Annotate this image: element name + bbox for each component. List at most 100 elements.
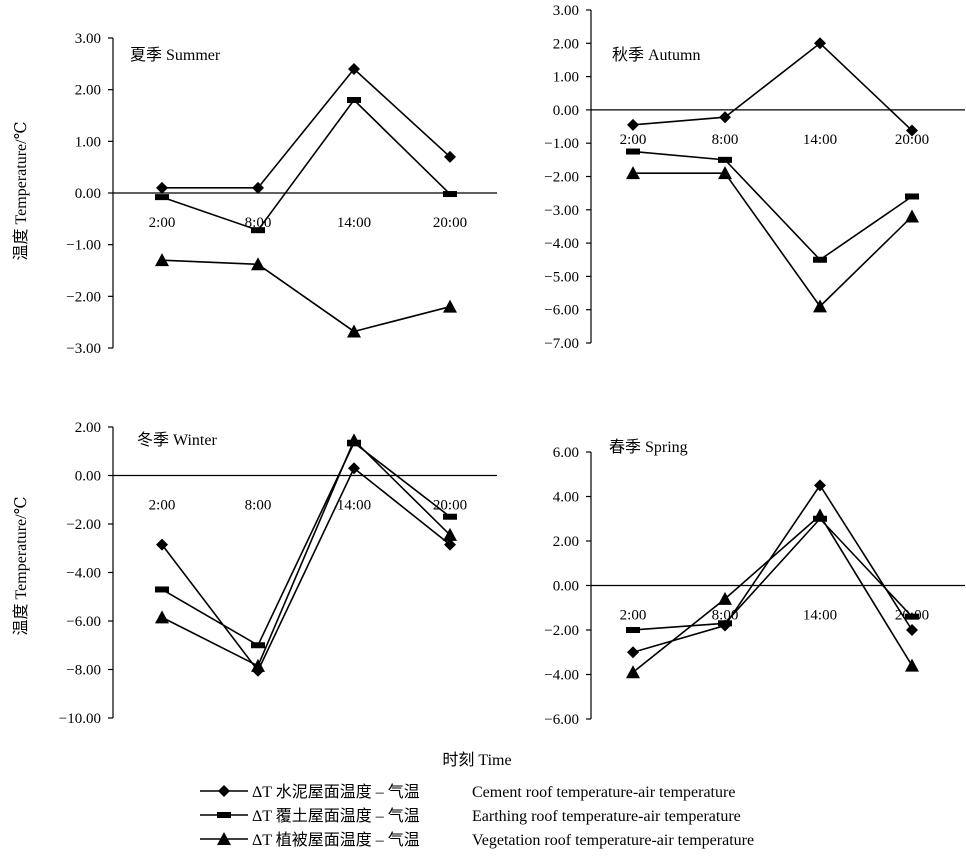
y-tick-label-autumn: 3.00: [553, 3, 579, 19]
series-line-vegetation-winter: [161, 438, 451, 667]
x-tick-label-autumn: 2:00: [620, 132, 647, 148]
y-tick-label-autumn: 0.00: [553, 103, 579, 119]
vegetation-winter-triangle-point: [443, 527, 457, 541]
y-axis-title-top: 温度 Temperature/℃: [12, 122, 30, 261]
earthing-winter-bar-point: [443, 513, 457, 520]
x-tick-label-winter: 2:00: [149, 498, 176, 514]
legend-item-vegetation: ΔT 植被屋面温度 – 气温 Vegetation roof temperatu…: [200, 831, 754, 849]
y-tick-label-winter: −6.00: [66, 614, 101, 630]
earthing-summer-bar-point: [251, 227, 265, 234]
vegetation-autumn-triangle-point: [905, 209, 919, 223]
series-line-earthing-spring: [632, 517, 913, 631]
cement-spring-diamond-point: [906, 624, 918, 636]
x-tick-label-summer: 20:00: [433, 215, 467, 231]
y-tick-label-summer: 0.00: [75, 186, 101, 202]
vegetation-winter-triangle-point: [155, 610, 169, 624]
x-tick-label-spring: 14:00: [803, 608, 837, 624]
earthing-summer-bar-point: [155, 194, 169, 201]
y-tick-label-winter: −2.00: [66, 517, 101, 533]
vegetation-spring-triangle-point: [626, 665, 640, 679]
y-tick-label-spring: −4.00: [544, 668, 579, 684]
x-tick-label-summer: 2:00: [149, 215, 176, 231]
legend-label-cement: ΔT 水泥屋面温度 – 气温: [252, 783, 420, 801]
vegetation-summer-triangle-point: [347, 324, 361, 338]
x-tick-label-autumn: 20:00: [895, 132, 929, 148]
cement-autumn-diamond-point: [627, 118, 639, 131]
earthing-winter-bar-point: [251, 642, 265, 649]
y-tick-label-autumn: −1.00: [544, 136, 579, 152]
cement-autumn-diamond-point: [719, 111, 731, 124]
vegetation-summer-triangle-point: [251, 257, 265, 271]
earthing-autumn-bar-point: [626, 148, 640, 155]
y-tick-label-summer: −2.00: [66, 289, 101, 305]
series-line-vegetation-autumn: [633, 172, 913, 308]
chart-title-summer: 夏季 Summer: [130, 46, 221, 64]
series-line-cement-summer: [162, 67, 451, 189]
cement-summer-diamond-point: [444, 150, 456, 163]
y-tick-label-summer: 1.00: [75, 134, 101, 150]
cement-winter-diamond-point: [348, 462, 360, 475]
chart-panel-spring: 6.00 4.00 2.00 0.00 −2.00 −4.00 −6.00 2:00 8:00 1…: [544, 438, 965, 728]
cement-summer-diamond-point: [348, 63, 360, 75]
earthing-summer-bar-point: [347, 97, 361, 103]
earthing-winter-bar-point: [155, 586, 169, 593]
legend-item-cement: ΔT 水泥屋面温度 – 气温 Cement roof temperature-a…: [200, 783, 735, 801]
y-tick-label-summer: −3.00: [66, 341, 101, 357]
x-tick-label-winter: 8:00: [245, 498, 272, 514]
vegetation-winter-triangle-point: [347, 433, 361, 447]
cement-winter-diamond-point: [156, 538, 168, 551]
earthing-autumn-bar-point: [905, 193, 919, 200]
y-tick-label-spring: 2.00: [553, 534, 579, 550]
series-line-vegetation-spring: [632, 514, 913, 673]
earthing-spring-bar-point: [626, 627, 640, 633]
y-tick-label-autumn: 2.00: [553, 36, 579, 52]
y-tick-label-spring: 4.00: [553, 490, 579, 506]
chart-title-autumn: 秋季 Autumn: [612, 46, 700, 64]
earthing-spring-bar-point: [718, 620, 732, 627]
cement-winter-diamond-point: [444, 538, 456, 551]
diamond-marker-icon: [218, 785, 230, 797]
y-tick-label-winter: −4.00: [66, 566, 101, 582]
earthing-summer-bar-point: [443, 191, 457, 198]
x-tick-label-winter: 14:00: [337, 498, 371, 514]
series-line-cement-spring: [632, 483, 913, 654]
y-tick-label-summer: 3.00: [75, 31, 101, 47]
chart-title-spring: 春季 Spring: [609, 438, 688, 456]
cement-summer-diamond-point: [252, 181, 264, 194]
cement-autumn-diamond-point: [906, 124, 918, 137]
x-tick-label-autumn: 8:00: [712, 132, 739, 148]
y-axis-title-bottom: 温度 Temperature/℃: [12, 497, 30, 636]
y-tick-label-summer: 2.00: [75, 83, 101, 99]
series-line-earthing-winter: [161, 441, 451, 647]
cement-autumn-diamond-point: [814, 37, 826, 50]
cement-spring-diamond-point: [814, 479, 826, 492]
x-tick-label-summer: 8:00: [245, 215, 272, 231]
y-tick-label-spring: 0.00: [553, 579, 579, 595]
x-axis-title: 时刻 Time: [442, 751, 511, 769]
vegetation-autumn-triangle-point: [718, 166, 732, 180]
triangle-marker-icon: [217, 832, 231, 845]
y-tick-label-summer: −1.00: [66, 238, 101, 254]
series-line-vegetation-summer: [161, 259, 451, 333]
cement-spring-diamond-point: [627, 646, 639, 659]
cement-summer-diamond-point: [156, 181, 168, 194]
earthing-spring-bar-point: [905, 613, 919, 620]
vegetation-summer-triangle-point: [443, 299, 457, 313]
chart-title-winter: 冬季 Winter: [137, 431, 217, 449]
legend-en-vegetation: Vegetation roof temperature-air temperat…: [472, 832, 754, 849]
y-tick-label-autumn: −5.00: [544, 269, 579, 285]
y-tick-label-autumn: −4.00: [544, 236, 579, 252]
series-line-cement-winter: [161, 466, 451, 673]
vegetation-autumn-triangle-point: [626, 166, 640, 180]
y-tick-label-spring: −6.00: [544, 712, 579, 728]
x-tick-label-autumn: 14:00: [803, 132, 837, 148]
y-tick-label-winter: −8.00: [66, 663, 101, 679]
y-tick-label-winter: 0.00: [75, 469, 101, 485]
series-line-cement-autumn: [632, 42, 913, 132]
vegetation-summer-triangle-point: [155, 253, 169, 267]
vegetation-spring-triangle-point: [905, 658, 919, 672]
x-tick-label-summer: 14:00: [337, 215, 371, 231]
y-tick-label-autumn: −2.00: [544, 170, 579, 186]
legend-label-vegetation: ΔT 植被屋面温度 – 气温: [252, 831, 420, 849]
